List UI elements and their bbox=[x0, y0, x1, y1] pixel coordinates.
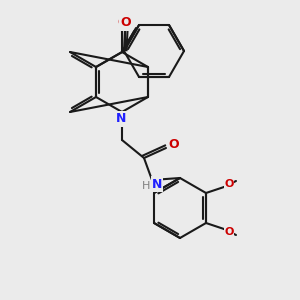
Text: O: O bbox=[118, 16, 128, 29]
Text: N: N bbox=[116, 112, 126, 125]
Text: O: O bbox=[121, 16, 131, 29]
Text: H: H bbox=[142, 181, 150, 191]
Text: O: O bbox=[224, 179, 234, 189]
Text: O: O bbox=[169, 139, 179, 152]
Text: O: O bbox=[224, 227, 234, 237]
Text: N: N bbox=[152, 178, 162, 190]
